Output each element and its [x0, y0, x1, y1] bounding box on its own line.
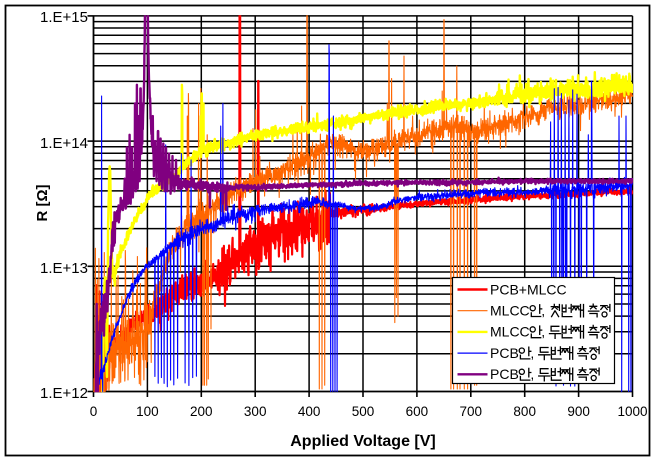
svg-text:MLCC: MLCC: [490, 324, 530, 340]
svg-text:500: 500: [352, 404, 375, 419]
svg-text:1.E+12: 1.E+12: [40, 385, 88, 402]
svg-text:PCB+MLCC: PCB+MLCC: [490, 281, 567, 297]
svg-text:0: 0: [90, 404, 98, 419]
svg-text:900: 900: [567, 404, 590, 419]
svg-text:1000: 1000: [617, 404, 647, 419]
svg-text:PCB: PCB: [490, 366, 519, 382]
svg-text:,: ,: [530, 345, 538, 361]
svg-text:600: 600: [406, 404, 429, 419]
svg-text:1.E+13: 1.E+13: [40, 260, 88, 277]
svg-text:1.E+14: 1.E+14: [40, 135, 88, 152]
svg-text:300: 300: [244, 404, 267, 419]
svg-text:400: 400: [298, 404, 321, 419]
svg-text:100: 100: [136, 404, 159, 419]
svg-text:700: 700: [460, 404, 483, 419]
svg-text:PCB: PCB: [490, 345, 519, 361]
svg-text:1.E+15: 1.E+15: [40, 9, 88, 26]
svg-text:200: 200: [190, 404, 213, 419]
svg-text:R [Ω]: R [Ω]: [34, 184, 51, 221]
svg-text:,: ,: [541, 303, 549, 319]
svg-text:,: ,: [541, 324, 549, 340]
svg-text:800: 800: [513, 404, 536, 419]
svg-text:MLCC: MLCC: [490, 303, 530, 319]
svg-text:,: ,: [530, 366, 538, 382]
svg-text:Applied Voltage [V]: Applied Voltage [V]: [290, 433, 435, 450]
